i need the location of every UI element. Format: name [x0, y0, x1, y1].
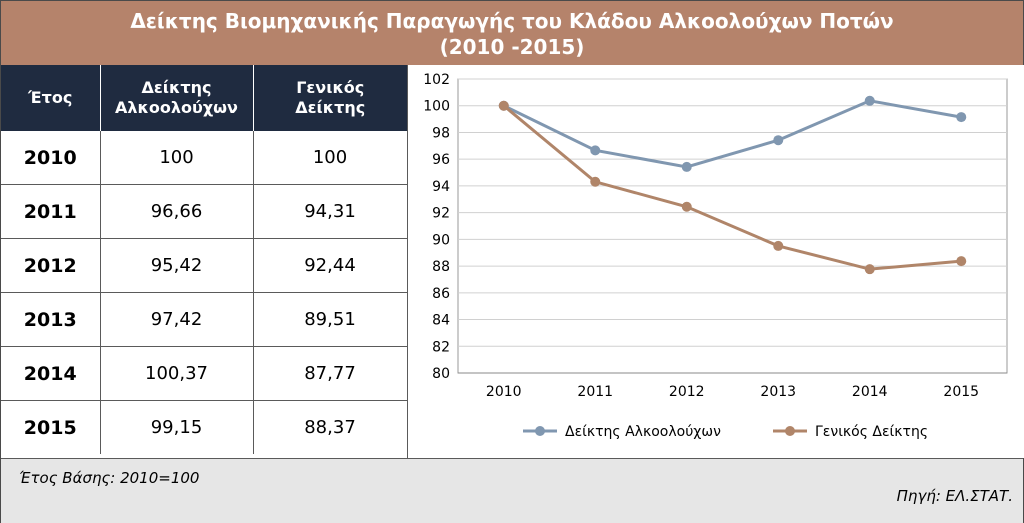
year-cell: 2011 — [1, 184, 101, 239]
year-cell: 2010 — [1, 131, 101, 185]
y-tick-label: 80 — [432, 366, 450, 382]
x-tick-label: 2013 — [760, 384, 796, 400]
x-tick-label: 2011 — [577, 384, 613, 400]
data-table: Έτος Δείκτης Αλκοολούχων Γενικός Δείκτης… — [1, 65, 408, 454]
line-chart-panel: 80 82 84 86 88 90 92 94 96 98 100 102 2010 2011 2012 20… — [407, 65, 1024, 458]
alcohol-index-cell: 100 — [100, 131, 254, 185]
table-row: 2010 100 100 — [1, 131, 408, 185]
general-index-cell: 92,44 — [253, 238, 408, 293]
data-point-series-1 — [864, 95, 875, 106]
general-index-cell: 87,77 — [253, 346, 408, 401]
x-tick-label: 2014 — [852, 384, 888, 400]
source-note: Πηγή: ΕΛ.ΣΤΑΤ. — [896, 487, 1013, 505]
data-point-series-2 — [590, 176, 601, 187]
table-row: 2014 100,37 87,77 — [1, 346, 408, 401]
y-tick-label: 100 — [423, 99, 450, 115]
alcohol-index-cell: 96,66 — [100, 184, 254, 239]
y-tick-label: 96 — [432, 152, 450, 168]
legend-label: Γενικός Δείκτης — [815, 424, 928, 440]
title-line-2: (2010 -2015) — [439, 35, 585, 59]
base-year-note: Έτος Βάσης: 2010=100 — [19, 469, 200, 487]
alcohol-index-cell: 95,42 — [100, 238, 254, 293]
series-line-2 — [502, 104, 962, 271]
data-point-series-1 — [590, 145, 601, 156]
column-header-year-label: Έτος — [28, 88, 73, 107]
data-point-series-1 — [773, 135, 784, 146]
year-cell: 2013 — [1, 292, 101, 347]
footer: Έτος Βάσης: 2010=100 Πηγή: ΕΛ.ΣΤΑΤ. — [1, 458, 1023, 523]
general-index-cell: 89,51 — [253, 292, 408, 347]
y-tick-label: 90 — [432, 232, 450, 248]
x-tick-label: 2010 — [486, 384, 522, 400]
table-row: 2011 96,66 94,31 — [1, 184, 408, 239]
alcohol-index-cell: 100,37 — [100, 346, 254, 401]
y-tick-label: 98 — [432, 125, 450, 141]
legend-swatch-marker — [535, 426, 545, 436]
general-index-cell: 94,31 — [253, 184, 408, 239]
alcohol-index-cell: 99,15 — [100, 400, 254, 454]
column-header-alcohol-line2: Αλκοολούχων — [115, 98, 238, 117]
year-cell: 2012 — [1, 238, 101, 293]
year-cell: 2015 — [1, 400, 101, 454]
table-header-row: Έτος Δείκτης Αλκοολούχων Γενικός Δείκτης — [1, 65, 407, 131]
column-header-alcohol-index: Δείκτης Αλκοολούχων — [100, 65, 254, 131]
general-index-cell: 88,37 — [253, 400, 408, 454]
y-tick-label: 88 — [432, 259, 450, 275]
data-point-series-1 — [681, 161, 692, 172]
data-point-series-2 — [864, 264, 875, 275]
column-header-year: Έτος — [1, 65, 101, 131]
column-header-general-line2: Δείκτης — [295, 98, 366, 117]
data-point-series-1 — [956, 112, 967, 123]
column-header-general-index: Γενικός Δείκτης — [253, 65, 407, 131]
general-index-cell: 100 — [253, 131, 408, 185]
y-tick-label: 82 — [432, 339, 450, 355]
y-tick-label: 84 — [432, 313, 450, 329]
legend-swatch-marker — [785, 426, 795, 436]
y-tick-label: 92 — [432, 206, 450, 222]
table-row: 2015 99,15 88,37 — [1, 400, 408, 454]
alcohol-index-cell: 97,42 — [100, 292, 254, 347]
column-header-general-line1: Γενικός — [296, 78, 365, 97]
column-header-alcohol-line1: Δείκτης — [141, 78, 212, 97]
y-tick-label: 102 — [423, 72, 450, 88]
x-tick-label: 2015 — [943, 384, 979, 400]
title-line-1: Δείκτης Βιομηχανικής Παραγωγής του Κλάδο… — [130, 9, 894, 33]
y-tick-label: 86 — [432, 286, 450, 302]
data-point-series-2 — [498, 100, 509, 111]
title-bar: Δείκτης Βιομηχανικής Παραγωγής του Κλάδο… — [1, 1, 1023, 65]
y-tick-label: 94 — [432, 179, 450, 195]
line-chart: 80 82 84 86 88 90 92 94 96 98 100 102 2010 2011 2012 20… — [423, 72, 1008, 440]
data-point-series-2 — [681, 201, 692, 212]
legend-label: Δείκτης Αλκοολούχων — [565, 424, 721, 440]
data-point-series-2 — [773, 240, 784, 251]
x-tick-label: 2012 — [669, 384, 705, 400]
data-point-series-2 — [956, 256, 967, 267]
table-row: 2013 97,42 89,51 — [1, 292, 408, 347]
series-line-1 — [503, 99, 962, 169]
table-row: 2012 95,42 92,44 — [1, 238, 408, 293]
year-cell: 2014 — [1, 346, 101, 401]
